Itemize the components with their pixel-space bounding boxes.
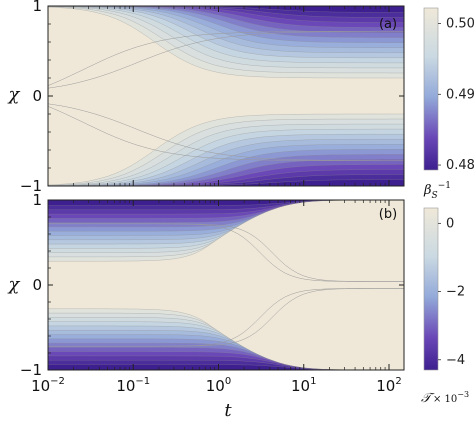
- colorbar-a: 0.50 0.49 0.48 βS−1: [423, 7, 474, 201]
- colorbar-tick-label: 0.50: [446, 17, 474, 32]
- panel-b-y-axis: 1 0 −1: [20, 191, 404, 379]
- panel-b-label: (b): [379, 207, 397, 222]
- x-tick-label: 102: [376, 376, 401, 395]
- colorbar-b: 0 −2 −4 𝒯 × 10−3: [421, 207, 469, 406]
- panel-a-y-axis: 1 0 −1: [20, 0, 404, 195]
- x-tick-label: 10−2: [31, 376, 65, 395]
- colorbar-b-bar: [423, 207, 439, 371]
- colorbar-tick-label: 0.48: [446, 158, 474, 173]
- colorbar-tick-label: −2: [446, 285, 465, 300]
- colorbar-tick-label: 0.49: [446, 87, 474, 102]
- panel-a-x-axis: [47, 6, 390, 186]
- contour-band-bot: [48, 179, 404, 186]
- x-tick-label: 100: [206, 376, 231, 395]
- contour-line: [48, 31, 404, 89]
- panel-b-x-axis: 10−2 10−1 100 101 102: [31, 200, 402, 395]
- contour-band-top: [48, 6, 404, 13]
- svg-text:βS−1: βS−1: [423, 181, 451, 201]
- contour-line: [48, 288, 404, 347]
- x-axis-label: t: [224, 400, 232, 421]
- colorbar-a-label: βS−1: [423, 181, 451, 201]
- y-tick-label: 1: [32, 191, 42, 209]
- y-tick-label: 1: [32, 0, 42, 15]
- colorbar-tick-label: 0: [446, 216, 454, 231]
- contour-line: [48, 223, 404, 282]
- panel-b-contours: [48, 200, 404, 370]
- panel-a-y-label: χ: [7, 84, 21, 105]
- colorbar-a-bar: [423, 7, 439, 171]
- y-tick-label: −1: [20, 177, 42, 195]
- contour-line: [48, 103, 404, 161]
- panel-b-y-label: χ: [7, 274, 21, 295]
- panel-a-label: (a): [379, 17, 397, 32]
- x-tick-label: 101: [291, 376, 316, 395]
- panel-b: (b) 1 0 −1 10−2 10−1 100 101 102 χ t: [7, 191, 405, 421]
- x-tick-label: 10−1: [116, 376, 150, 395]
- colorbar-b-label: 𝒯 × 10−3: [421, 390, 469, 406]
- y-tick-label: −1: [20, 361, 42, 379]
- y-tick-label: 0: [32, 87, 42, 105]
- colorbar-b-scale: × 10: [433, 394, 457, 405]
- panel-a-contours: [48, 6, 404, 186]
- colorbar-tick-label: −4: [446, 353, 465, 368]
- colorbar-a-ticks: 0.50 0.49 0.48: [438, 17, 474, 173]
- colorbar-b-ticks: 0 −2 −4: [438, 216, 465, 368]
- y-tick-label: 0: [32, 276, 42, 294]
- panel-a: (a) 1 0 −1 χ: [7, 0, 405, 195]
- colorbar-b-exponent: −3: [457, 390, 469, 399]
